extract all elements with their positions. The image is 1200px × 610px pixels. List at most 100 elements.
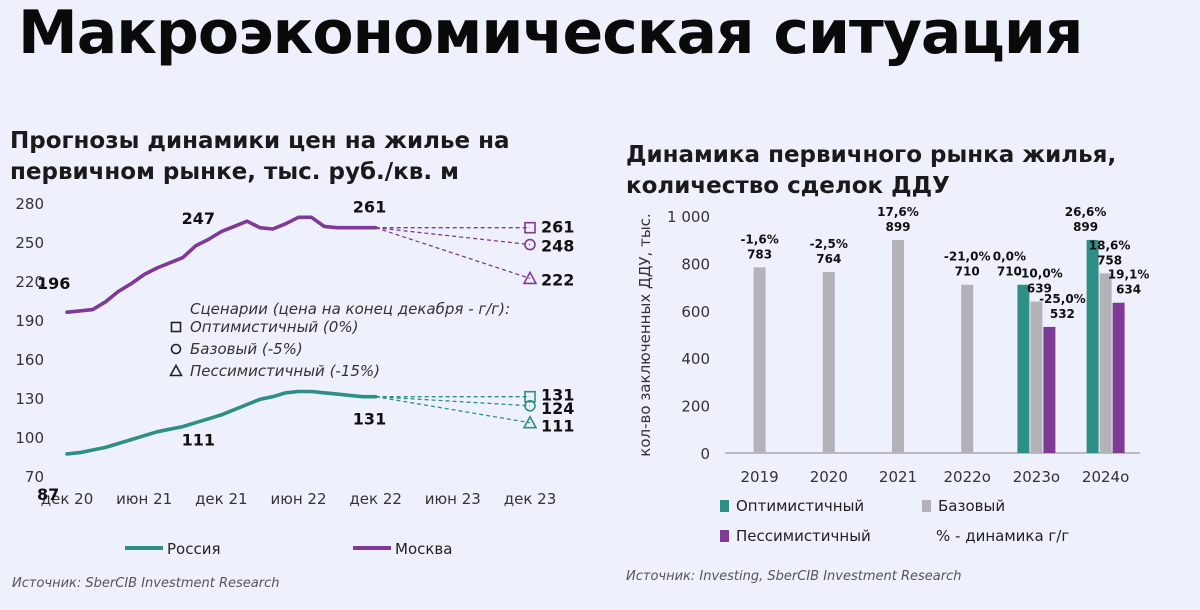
right-chart-title-line1: Динамика первичного рынка жилья, (626, 142, 1117, 168)
x-tick-label: 2019 (741, 468, 779, 486)
data-label: 131 (353, 410, 386, 429)
bar-value-label: 764 (816, 252, 841, 266)
right-chart-title: Динамика первичного рынка жилья, количес… (626, 140, 1186, 202)
bar-pct-label: 19,1% (1108, 268, 1150, 282)
bar (1043, 326, 1056, 453)
bar (822, 271, 835, 453)
y-tick-label: 100 (15, 429, 44, 447)
left-chart-source: Источник: SberCIB Investment Research (12, 576, 280, 591)
right-chart-source: Источник: Investing, SberCIB Investment … (626, 569, 962, 584)
bar-pct-label: 18,6% (1089, 238, 1131, 252)
x-tick-label: 2023о (1013, 468, 1060, 486)
page-title: Макроэкономическая ситуация (18, 0, 1083, 68)
x-tick-label: июн 23 (425, 490, 481, 508)
data-label: 261 (353, 198, 386, 217)
y-tick-label: 200 (681, 398, 710, 416)
x-tick-label: 2021 (879, 468, 917, 486)
legend-label: Пессимистичный (736, 527, 871, 545)
legend-label: Россия (167, 540, 221, 558)
forecast-marker-square (524, 221, 536, 234)
y-axis-label: кол-во заключенных ДДУ, тыс. (636, 213, 654, 456)
data-label: 247 (182, 209, 215, 228)
scenario-legend-title: Сценарии (цена на конец декабря - г/г): (190, 300, 510, 318)
bar (1099, 273, 1112, 453)
data-label: 111 (182, 431, 215, 450)
y-tick-label: 190 (15, 312, 44, 330)
forecast-value-label: 222 (541, 270, 574, 289)
bar (1112, 302, 1125, 453)
x-tick-label: дек 23 (504, 490, 557, 508)
y-tick-label: 70 (25, 468, 44, 486)
y-tick-label: 220 (15, 273, 44, 291)
bar-value-label: 710 (955, 265, 980, 279)
bar-pct-label: -25,0% (1039, 292, 1086, 306)
bar-value-label: 783 (747, 247, 772, 261)
data-label: 87 (37, 485, 59, 504)
x-tick-label: 2022о (944, 468, 991, 486)
left-chart-title: Прогнозы динамики цен на жилье на первич… (10, 126, 550, 188)
bar-value-label: 899 (1073, 220, 1098, 234)
legend-note: % - динамика г/г (936, 527, 1069, 545)
forecast-value-label: 111 (541, 417, 574, 436)
y-tick-label: 250 (15, 234, 44, 252)
right-chart-title-line2: количество сделок ДДУ (626, 173, 950, 199)
bar-pct-label: 26,6% (1065, 205, 1107, 219)
price-forecast-line-chart: 70 100 130 160 190 220 250 280 дек 20 июн 21 дек 2… (15, 195, 574, 558)
y-tick-label: 160 (15, 351, 44, 369)
legend-swatch (720, 530, 729, 542)
forecast-marker-triangle (522, 415, 538, 429)
scenario-marker-circle (170, 343, 182, 355)
x-tick-label: июн 22 (270, 490, 326, 508)
legend-swatch (922, 500, 931, 512)
bar-value-label: 758 (1097, 253, 1122, 267)
x-tick-label: 2020 (810, 468, 848, 486)
left-chart-title-line1: Прогнозы динамики цен на жилье на (10, 128, 510, 154)
forecast-line-triangle (375, 227, 531, 280)
bar-pct-label: 17,6% (877, 205, 919, 219)
bar (1086, 239, 1099, 453)
y-tick-label: 0 (700, 445, 710, 463)
forecast-value-label: 124 (541, 399, 574, 418)
x-tick-label: дек 21 (195, 490, 248, 508)
bar (892, 239, 904, 453)
series-line-russia (65, 389, 378, 456)
scenario-legend-item: Базовый (-5%) (190, 340, 303, 358)
forecast-marker-square (524, 390, 536, 403)
forecast-marker-circle (524, 238, 536, 251)
forecast-line-circle (375, 227, 531, 246)
scenario-legend-item: Пессимистичный (-15%) (190, 362, 380, 380)
x-tick-label: июн 21 (116, 490, 172, 508)
scenario-marker-square (170, 321, 182, 333)
bar-value-label: 634 (1116, 283, 1141, 297)
y-tick-label: 1 000 (667, 208, 710, 226)
bar-pct-label: -10,0% (1016, 267, 1063, 281)
data-label: 196 (37, 274, 70, 293)
bar-pct-label: -21,0% (944, 250, 991, 264)
series-line-moscow (65, 215, 378, 314)
bar-value-label: 899 (885, 220, 910, 234)
y-tick-label: 280 (15, 195, 44, 213)
bar-pct-label: -2,5% (810, 237, 848, 251)
bar (1030, 301, 1043, 453)
y-tick-label: 400 (681, 350, 710, 368)
bar (753, 267, 766, 453)
forecast-marker-circle (524, 399, 536, 412)
x-tick-label: 2024о (1082, 468, 1129, 486)
bar-pct-label: 0,0% (993, 250, 1026, 264)
left-chart-title-line2: первичном рынке, тыс. руб./кв. м (10, 159, 459, 185)
bar (961, 284, 974, 453)
y-tick-label: 800 (681, 255, 710, 273)
bar (1017, 284, 1030, 453)
y-tick-label: 130 (15, 390, 44, 408)
legend-swatch (720, 500, 729, 512)
forecast-value-label: 261 (541, 218, 574, 237)
bar-value-label: 532 (1050, 307, 1075, 321)
legend-label: Оптимистичный (736, 497, 864, 515)
bar-value-label: 639 (1027, 282, 1052, 296)
legend-label: Базовый (938, 497, 1005, 515)
x-tick-label: дек 20 (41, 490, 94, 508)
forecast-value-label: 248 (541, 237, 574, 256)
forecast-line-triangle (375, 396, 531, 424)
bar-value-label: 710 (997, 265, 1022, 279)
